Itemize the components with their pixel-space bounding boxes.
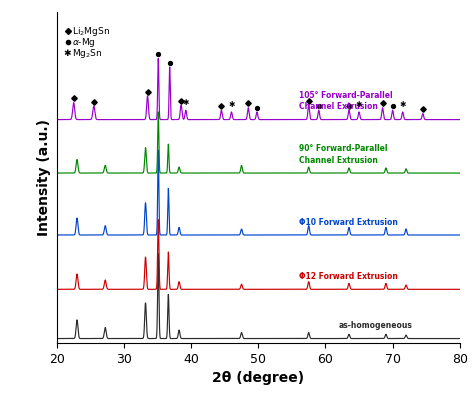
Text: 90° Forward-Parallel
Channel Extrusion: 90° Forward-Parallel Channel Extrusion [299,145,387,165]
X-axis label: 2θ (degree): 2θ (degree) [212,371,304,385]
Text: ✱: ✱ [228,100,235,109]
Text: Φ12 Forward Extrusion: Φ12 Forward Extrusion [299,272,398,281]
Y-axis label: Intensity (a.u.): Intensity (a.u.) [37,119,51,236]
Text: 105° Forward-Parallel
Channel Extrusion: 105° Forward-Parallel Channel Extrusion [299,91,392,111]
Text: Mg$_2$Sn: Mg$_2$Sn [72,47,102,60]
Text: Φ10 Forward Extrusion: Φ10 Forward Extrusion [299,217,398,227]
Text: ✱: ✱ [400,100,406,109]
Text: $\alpha$-Mg: $\alpha$-Mg [72,36,95,49]
Text: Li$_2$MgSn: Li$_2$MgSn [72,25,109,38]
Text: ✱: ✱ [182,98,189,107]
Text: as-homogeneous: as-homogeneous [339,321,413,330]
Text: ✱: ✱ [64,49,72,58]
Text: ✱: ✱ [356,100,362,109]
